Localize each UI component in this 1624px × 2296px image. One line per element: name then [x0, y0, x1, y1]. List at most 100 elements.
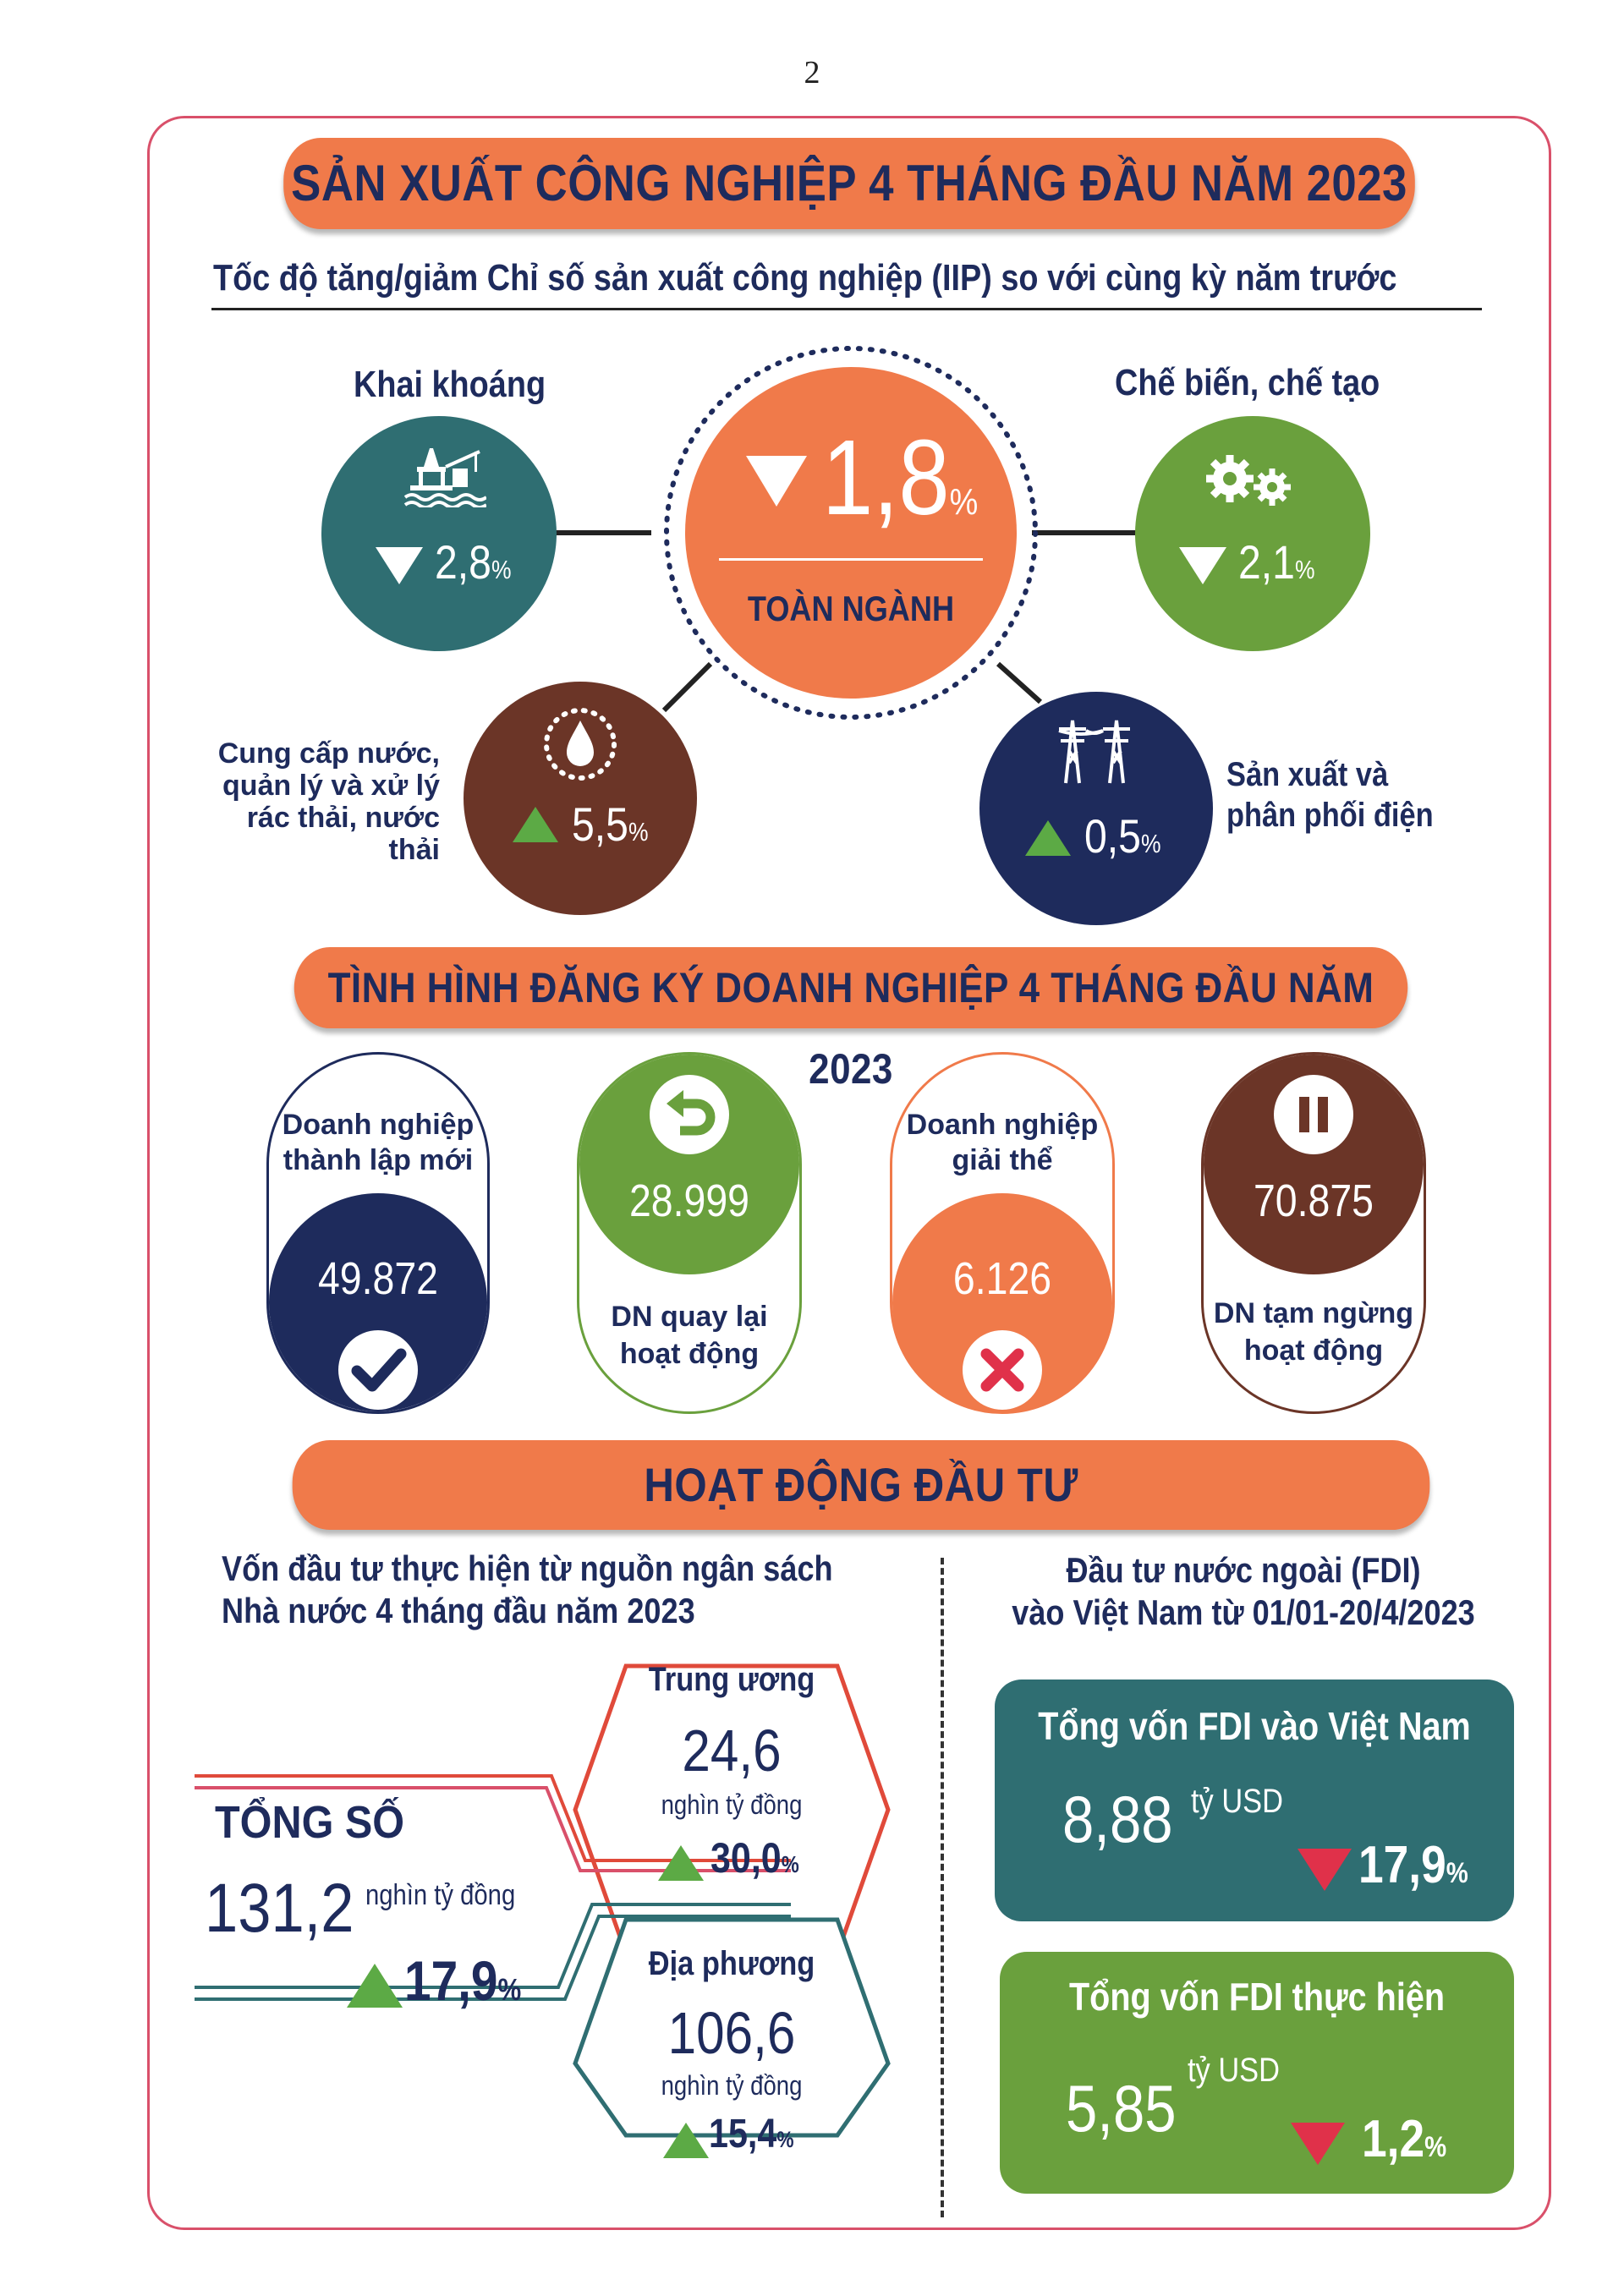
budget-heading: Vốn đầu tư thực hiện từ nguồn ngân sách …	[222, 1548, 833, 1632]
fdi-registered-value: 8,88	[1062, 1782, 1173, 1856]
mining-value: 2,8%	[435, 534, 512, 589]
central-change: 30,0%	[710, 1833, 799, 1882]
total-divider	[719, 558, 983, 561]
electricity-up-arrow	[1025, 820, 1071, 856]
total-value: 1,8%	[822, 416, 978, 539]
fdi-heading-line1: Đầu tư nước ngoài (FDI)	[1066, 1550, 1421, 1590]
return-icon	[650, 1075, 729, 1154]
local-value: 106,6	[667, 2000, 796, 2066]
budget-heading-line2: Nhà nước 4 tháng đầu năm 2023	[222, 1591, 695, 1630]
card-dissolved-businesses: Doanh nghiệp giải thể 6.126	[890, 1052, 1115, 1414]
central-up-arrow	[658, 1845, 704, 1881]
power-tower-icon	[1058, 720, 1130, 784]
fdi-implemented-unit: tỷ USD	[1188, 2052, 1280, 2089]
local-up-arrow	[663, 2123, 709, 2158]
water-label-line3: rác thải, nước thải	[246, 802, 440, 866]
electricity-label-line1: Sản xuất và	[1226, 756, 1389, 793]
subtitle-underline	[211, 308, 1482, 310]
total-label: TOÀN NGÀNH	[747, 589, 955, 628]
returned-value-circle: 28.999	[579, 1055, 799, 1274]
dissolved-label-line2: giải thể	[952, 1144, 1053, 1176]
water-number: 5,5	[572, 797, 628, 851]
suspended-label-line1: DN tạm ngừng	[1213, 1297, 1414, 1329]
budget-heading-line1: Vốn đầu tư thực hiện từ nguồn ngân sách	[222, 1548, 833, 1588]
card-suspended-businesses: 70.875 DN tạm ngừng hoạt động	[1201, 1052, 1426, 1414]
dissolved-value-circle: 6.126	[892, 1193, 1112, 1413]
mining-number: 2,8	[435, 535, 491, 589]
local-change-unit: %	[776, 2127, 794, 2152]
water-label: Cung cấp nước, quản lý và xử lý rác thải…	[211, 737, 440, 866]
electricity-label: Sản xuất và phân phối điện	[1226, 754, 1434, 836]
water-circle: 5,5%	[464, 682, 697, 915]
section2-title-banner: TÌNH HÌNH ĐĂNG KÝ DOANH NGHIỆP 4 THÁNG Đ…	[294, 947, 1408, 1093]
budget-total-change-unit: %	[497, 1972, 522, 2007]
suspended-label: DN tạm ngừng hoạt động	[1204, 1295, 1424, 1369]
central-value: 24,6	[682, 1718, 782, 1784]
central-unit: nghìn tỷ đồng	[661, 1789, 803, 1820]
section1-subtitle: Tốc độ tăng/giảm Chỉ số sản xuất công ng…	[213, 257, 1397, 299]
water-up-arrow	[513, 807, 558, 842]
new-label-line1: Doanh nghiệp	[282, 1109, 475, 1141]
new-value-circle: 49.872	[269, 1193, 487, 1411]
water-label-line2: quản lý và xử lý	[222, 770, 440, 802]
fdi-implemented-value: 5,85	[1066, 2071, 1177, 2145]
dotted-ring	[664, 346, 1038, 720]
dissolved-value: 6.126	[952, 1253, 1052, 1304]
total-circle: 1,8% TOÀN NGÀNH	[685, 367, 1017, 699]
content-frame	[147, 116, 1551, 2230]
fdi-registered-unit: tỷ USD	[1191, 1783, 1283, 1820]
fdi-registered-change: 17,9%	[1358, 1835, 1468, 1895]
manufacturing-down-arrow	[1179, 547, 1226, 584]
local-change: 15,4%	[709, 2111, 794, 2157]
local-unit: nghìn tỷ đồng	[661, 2070, 803, 2101]
page-number: 2	[804, 55, 820, 90]
fdi-implemented-change: 1,2%	[1362, 2109, 1446, 2169]
budget-diagram	[195, 1663, 891, 2138]
card-new-businesses: Doanh nghiệp thành lập mới 49.872	[266, 1052, 490, 1414]
central-change-number: 30,0	[710, 1834, 782, 1882]
fdi-implemented-change-unit: %	[1424, 2131, 1447, 2163]
card-returned-businesses: 28.999 DN quay lại hoạt động	[577, 1052, 802, 1414]
returned-label-line1: DN quay lại	[611, 1301, 768, 1333]
section1-title-banner: SẢN XUẤT CÔNG NGHIỆP 4 THÁNG ĐẦU NĂM 202…	[283, 138, 1415, 229]
total-unit: %	[949, 481, 979, 523]
oil-rig-icon	[403, 448, 486, 507]
new-label: Doanh nghiệp thành lập mới	[269, 1107, 487, 1178]
electricity-value: 0,5%	[1084, 808, 1161, 863]
fdi-heading-line2: vào Việt Nam từ 01/01-20/4/2023	[1012, 1592, 1475, 1632]
budget-total-value: 131,2	[205, 1870, 354, 1947]
suspended-value-circle: 70.875	[1204, 1055, 1424, 1274]
returned-value: 28.999	[628, 1175, 750, 1226]
water-unit: %	[628, 817, 649, 847]
central-label: Trung ương	[648, 1661, 815, 1698]
water-drop-icon	[544, 708, 617, 781]
fdi-registered-change-unit: %	[1446, 1857, 1468, 1889]
returned-label: DN quay lại hoạt động	[579, 1298, 799, 1373]
fdi-implemented-card: Tổng vốn FDI thực hiện 5,85 tỷ USD 1,2%	[1000, 1952, 1514, 2194]
budget-total-change-number: 17,9	[404, 1949, 498, 2012]
manufacturing-unit: %	[1294, 555, 1315, 584]
budget-total-unit: nghìn tỷ đồng	[365, 1879, 516, 1911]
local-label: Địa phương	[648, 1945, 815, 1982]
electricity-label-line2: phân phối điện	[1226, 797, 1434, 834]
suspended-value: 70.875	[1253, 1175, 1374, 1226]
water-label-line1: Cung cấp nước,	[217, 737, 440, 770]
new-label-line2: thành lập mới	[283, 1144, 474, 1176]
cross-icon	[963, 1330, 1042, 1410]
fdi-implemented-change-number: 1,2	[1362, 2110, 1425, 2168]
fdi-implemented-down-arrow	[1291, 2123, 1345, 2165]
gears-icon	[1206, 455, 1291, 506]
fdi-registered-down-arrow	[1298, 1849, 1352, 1891]
local-hexagon	[573, 1917, 891, 2138]
fdi-registered-change-number: 17,9	[1358, 1836, 1446, 1894]
manufacturing-value: 2,1%	[1238, 534, 1315, 589]
total-number: 1,8	[822, 418, 950, 537]
fdi-implemented-label: Tổng vốn FDI thực hiện	[1068, 1975, 1445, 2019]
mining-down-arrow	[376, 547, 423, 584]
returned-label-line2: hoạt động	[619, 1338, 760, 1370]
total-down-arrow	[746, 456, 807, 507]
connector-lines	[550, 346, 1138, 720]
electricity-circle: 0,5%	[979, 692, 1213, 925]
water-value: 5,5%	[572, 797, 649, 852]
mining-label: Khai khoáng	[354, 364, 546, 405]
